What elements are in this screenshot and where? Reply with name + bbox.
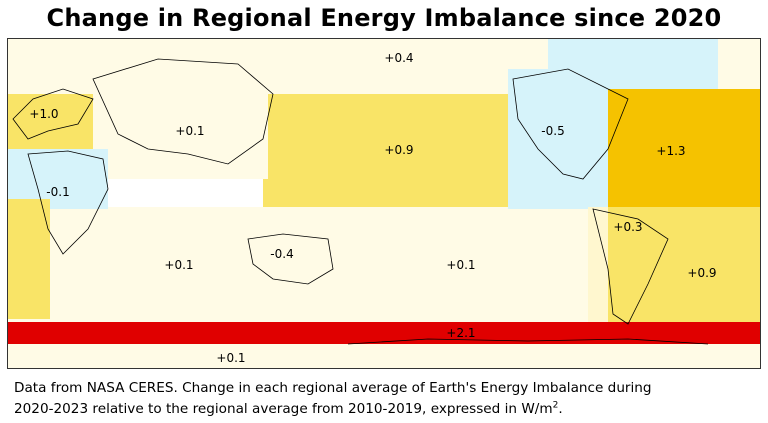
caption-line-2-text: 2020-2023 relative to the regional avera… — [14, 401, 553, 417]
caption-suffix: . — [558, 401, 563, 417]
label-antarctica: +0.1 — [216, 351, 246, 365]
caption: Data from NASA CERES. Change in each reg… — [14, 378, 759, 420]
label-africa: -0.1 — [46, 185, 70, 199]
map-title: Change in Regional Energy Imbalance sinc… — [46, 4, 722, 32]
label-arctic: +0.4 — [384, 51, 414, 65]
region-asia-fill — [78, 39, 268, 179]
label-europe: +1.0 — [29, 107, 59, 121]
coastline-north-america — [512, 68, 629, 180]
map-canvas — [8, 39, 760, 368]
region-north-atlantic-fill — [608, 89, 760, 207]
region-antarctica-fill — [8, 344, 760, 368]
coastline-africa — [27, 150, 109, 255]
coastline-europe — [12, 88, 94, 140]
label-south-america: +0.3 — [613, 220, 643, 234]
coastline-australia — [247, 233, 334, 285]
label-southern-ocean: +2.1 — [446, 326, 476, 340]
label-asia: +0.1 — [175, 124, 205, 138]
region-greenland-fill — [548, 39, 718, 89]
label-north-atlantic: +1.3 — [656, 144, 686, 158]
label-north-pacific: +0.9 — [384, 143, 414, 157]
label-north-america: -0.5 — [541, 124, 565, 138]
region-south-atlantic-fill — [608, 207, 760, 322]
region-north-pacific-fill — [263, 94, 523, 207]
label-indian-ocean: +0.1 — [164, 258, 194, 272]
caption-line-2: 2020-2023 relative to the regional avera… — [14, 399, 759, 420]
region-southern-ocean-fill — [8, 322, 760, 344]
world-map: +0.4 +1.0 +0.1 +0.9 -0.5 +1.3 -0.1 -0.4 … — [7, 38, 761, 369]
coastline-south-america — [592, 208, 669, 325]
region-south-africa-edge-fill — [8, 199, 50, 319]
caption-line-1: Data from NASA CERES. Change in each reg… — [14, 380, 652, 396]
coastline-antarctica — [347, 338, 709, 345]
label-south-atlantic: +0.9 — [687, 266, 717, 280]
coastlines — [12, 58, 709, 345]
coastline-asia — [92, 58, 274, 165]
label-south-pacific: +0.1 — [446, 258, 476, 272]
region-europe-fill — [8, 94, 93, 149]
caption-superscript: 2 — [552, 400, 559, 411]
label-australia: -0.4 — [270, 247, 294, 261]
